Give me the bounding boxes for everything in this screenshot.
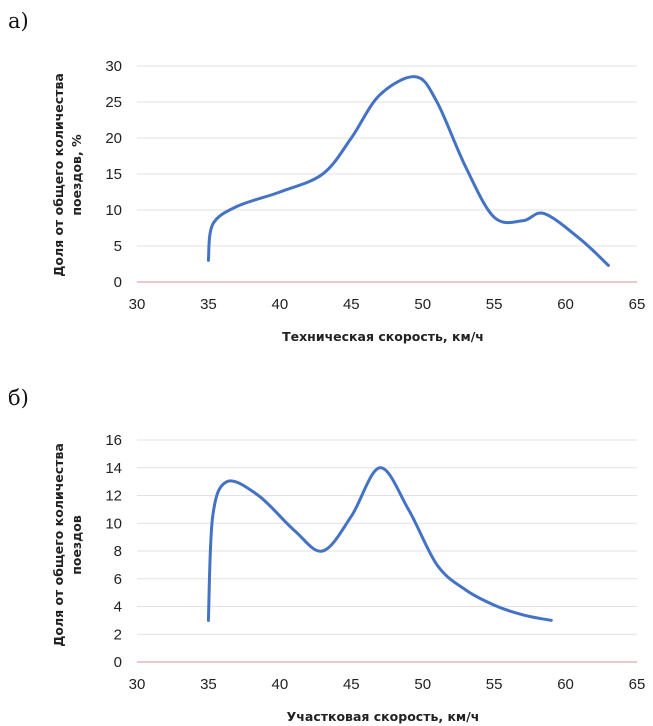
x-tick-label-b-60: 60	[557, 676, 574, 693]
panel-label-b: б)	[8, 386, 29, 410]
y-ticks-b: 0 2 4 6 8 10 12 14 16	[105, 432, 122, 671]
x-ticks-a: 30 35 40 45 50 55 60 65	[129, 296, 646, 313]
y-ticks-a: 0 5 10 15 20 25 30	[105, 58, 122, 291]
x-tick-label-a-55: 55	[486, 296, 503, 313]
chart-panel-b: б) 0 2 4 6 8 10 12 14 16 30 35 40 45 50 55 60 65 Участк…	[8, 386, 645, 724]
series-b	[206, 466, 553, 622]
panel-label-a: а)	[8, 9, 29, 33]
x-tick-label-b-45: 45	[343, 676, 360, 693]
x-axis-title-a: Техническая скорость, км/ч	[282, 329, 484, 344]
y-tick-label-b-12: 12	[105, 488, 122, 505]
y-tick-label-a-10: 10	[105, 202, 122, 219]
y-tick-label-b-16: 16	[105, 432, 122, 449]
y-tick-label-a-0: 0	[114, 274, 122, 291]
y-tick-label-b-8: 8	[114, 543, 122, 560]
x-tick-label-b-65: 65	[629, 676, 646, 693]
grid-a	[137, 65, 637, 283]
x-tick-label-b-50: 50	[414, 676, 431, 693]
x-ticks-b: 30 35 40 45 50 55 60 65	[129, 676, 646, 693]
y-tick-label-a-5: 5	[114, 238, 122, 255]
y-axis-title-a-line2: поездов, %	[69, 134, 84, 216]
x-tick-label-a-65: 65	[629, 296, 646, 313]
x-tick-label-b-55: 55	[486, 676, 503, 693]
y-axis-title-b-line1: Доля от общего количества	[51, 443, 66, 647]
y-tick-label-a-25: 25	[105, 94, 122, 111]
y-axis-title-b: Доля от общего количества поездов	[51, 443, 84, 647]
x-tick-label-b-30: 30	[129, 676, 146, 693]
y-tick-label-a-20: 20	[105, 130, 122, 147]
y-tick-label-b-6: 6	[114, 571, 122, 588]
x-tick-label-b-35: 35	[200, 676, 217, 693]
y-axis-title-a: Доля от общего количества поездов, %	[51, 73, 84, 277]
chart-panel-a: а) 0 5 10 15 20 25 30 30 35 40 45 50 55 60 65 Техниче…	[8, 9, 645, 344]
x-tick-label-a-50: 50	[414, 296, 431, 313]
y-tick-label-a-30: 30	[105, 58, 122, 75]
x-tick-label-a-60: 60	[557, 296, 574, 313]
series-a	[206, 75, 610, 267]
x-tick-label-a-35: 35	[200, 296, 217, 313]
y-tick-label-b-4: 4	[114, 599, 122, 616]
y-tick-label-b-0: 0	[114, 654, 122, 671]
y-tick-label-b-10: 10	[105, 515, 122, 532]
y-axis-title-a-line1: Доля от общего количества	[51, 73, 66, 277]
y-tick-label-b-2: 2	[114, 626, 122, 643]
series-line-b-0	[206, 466, 553, 622]
x-tick-label-a-40: 40	[272, 296, 289, 313]
y-axis-title-b-line2: поездов	[69, 515, 84, 575]
x-tick-label-a-45: 45	[343, 296, 360, 313]
x-axis-title-b: Участковая скорость, км/ч	[287, 709, 480, 724]
x-tick-label-b-40: 40	[272, 676, 289, 693]
y-tick-label-b-14: 14	[105, 460, 122, 477]
y-tick-label-a-15: 15	[105, 166, 122, 183]
x-tick-label-a-30: 30	[129, 296, 146, 313]
series-line-a-0	[206, 75, 610, 267]
grid-b	[137, 439, 637, 663]
